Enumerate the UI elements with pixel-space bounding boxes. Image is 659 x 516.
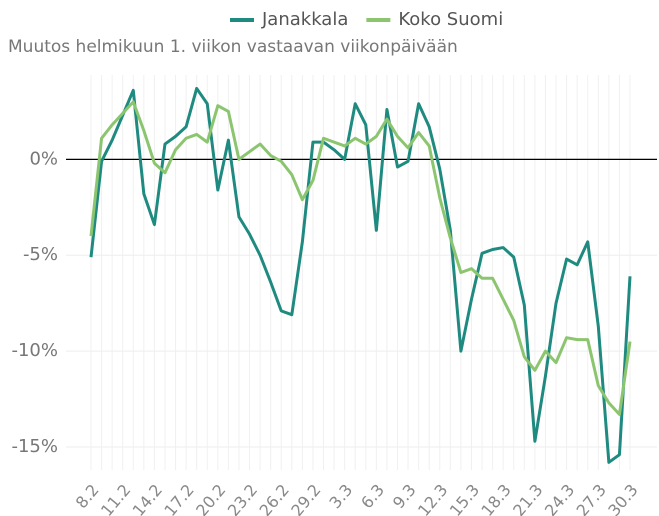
- x-tick-label: 30.3: [604, 480, 641, 516]
- x-tick-label: 3.3: [325, 480, 356, 512]
- legend-label: Koko Suomi: [398, 9, 503, 30]
- y-tick-label: -5%: [23, 244, 58, 265]
- x-tick-label: 20.2: [192, 480, 229, 516]
- y-tick-label: -15%: [11, 436, 58, 457]
- x-tick-label: 14.2: [129, 480, 166, 516]
- x-tick-label: 29.2: [287, 480, 324, 516]
- x-tick-label: 23.2: [224, 480, 261, 516]
- series-line: [89, 86, 632, 464]
- chart-subtitle: Muutos helmikuun 1. viikon vastaavan vii…: [8, 37, 458, 57]
- x-tick-label: 21.3: [509, 480, 546, 516]
- y-tick-label: -10%: [11, 340, 58, 361]
- x-tick-label: 11.2: [97, 480, 134, 516]
- y-tick-label: 0%: [29, 148, 58, 169]
- x-tick-label: 24.3: [541, 480, 578, 516]
- x-tick-label: 6.3: [357, 480, 388, 512]
- series-line: [89, 100, 632, 416]
- legend-label: Janakkala: [261, 9, 348, 30]
- x-tick-label: 15.3: [446, 480, 483, 516]
- x-tick-label: 17.2: [160, 480, 197, 516]
- x-tick-label: 26.2: [255, 480, 292, 516]
- x-tick-label: 12.3: [414, 480, 451, 516]
- x-tick-label: 18.3: [477, 480, 514, 516]
- x-tick-label: 27.3: [573, 480, 610, 516]
